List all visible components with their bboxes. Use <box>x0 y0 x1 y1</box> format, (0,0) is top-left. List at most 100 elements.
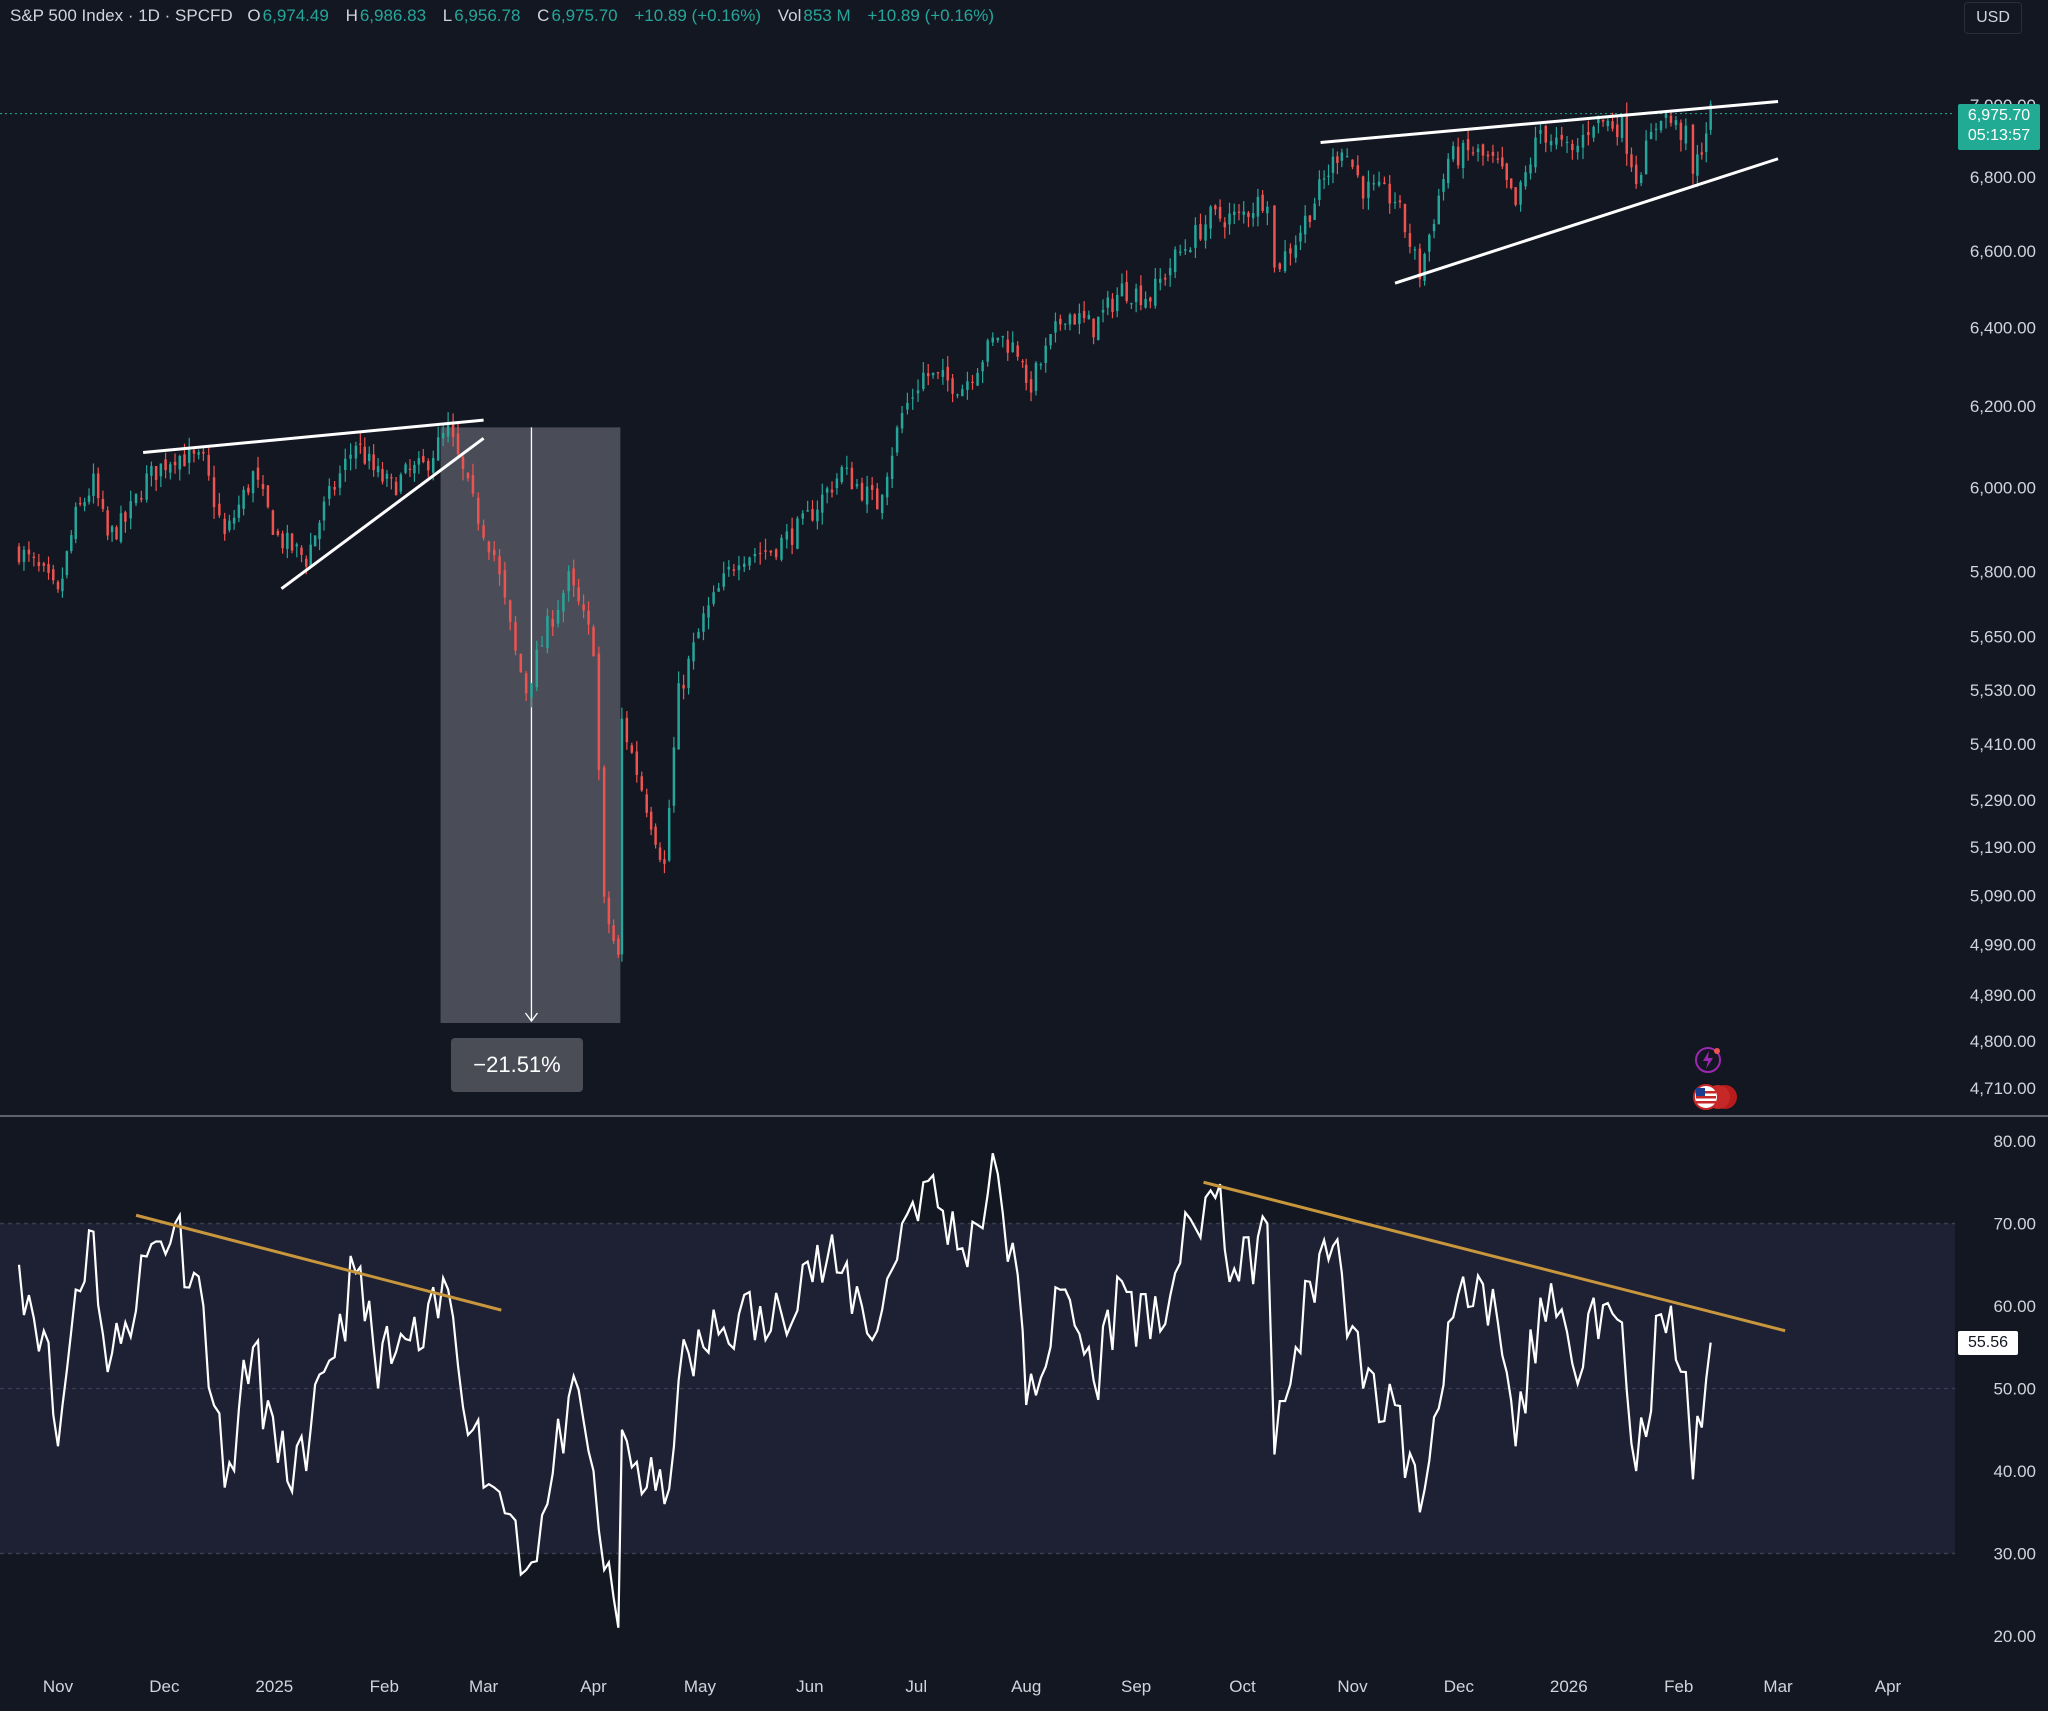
candle <box>1705 122 1708 163</box>
candle-body <box>790 528 794 545</box>
candle <box>1383 176 1386 185</box>
candle-body <box>1496 158 1500 160</box>
candle-body <box>876 488 879 510</box>
candle <box>404 462 407 475</box>
legend-close-label: C <box>537 6 550 25</box>
candle-body <box>197 452 200 455</box>
candle <box>1256 188 1260 227</box>
us-flag-icon[interactable] <box>1691 1082 1739 1112</box>
candle <box>806 500 809 512</box>
legend-vol-change: +10.89 (+0.16%) <box>867 6 995 25</box>
candle-body <box>1451 146 1455 160</box>
candle-body <box>276 530 280 536</box>
candle <box>1393 192 1397 209</box>
rsi-line <box>17 1153 1712 1628</box>
candle <box>1313 197 1316 221</box>
legend-symbol[interactable]: S&P 500 Index · 1D · SPCFD <box>10 6 233 25</box>
candle <box>617 935 620 958</box>
candle <box>1237 204 1241 221</box>
candle <box>1024 358 1028 391</box>
candle-body <box>1501 157 1504 167</box>
candle <box>1111 293 1114 319</box>
candle-body <box>1356 165 1360 176</box>
candle-body <box>758 552 762 555</box>
candle <box>441 423 445 447</box>
candle-body <box>164 459 167 471</box>
candle <box>1501 146 1504 170</box>
candle <box>1616 115 1619 146</box>
candle <box>577 578 580 606</box>
candle <box>976 368 979 387</box>
candle-body <box>318 522 321 540</box>
candle-body <box>390 477 393 479</box>
candle <box>692 632 695 670</box>
candle <box>1078 303 1081 335</box>
candle-body <box>672 747 676 806</box>
time-axis-tick: Nov <box>1337 1677 1368 1696</box>
candle <box>1054 312 1057 343</box>
candle-body <box>441 432 445 439</box>
candle <box>1299 225 1302 251</box>
candle-body <box>865 486 869 505</box>
candle <box>587 601 590 635</box>
candle <box>1428 233 1431 262</box>
candle <box>717 582 720 592</box>
rsi-axis-tick: 50.00 <box>1993 1380 2036 1399</box>
candle-body <box>381 468 384 482</box>
candle-body <box>1461 142 1465 168</box>
candle <box>173 453 177 474</box>
candle <box>1446 153 1450 189</box>
lightning-icon[interactable] <box>1693 1045 1723 1075</box>
candle <box>1336 151 1339 175</box>
candle <box>1356 155 1360 178</box>
candle <box>780 534 783 562</box>
candle-body <box>145 473 148 500</box>
candle-body <box>1644 140 1648 175</box>
candle <box>682 674 685 700</box>
candle-body <box>1446 158 1450 184</box>
currency-button[interactable]: USD <box>1964 2 2022 34</box>
candle-body <box>845 467 849 469</box>
candle-body <box>1237 211 1241 213</box>
candle <box>101 490 105 512</box>
candle <box>1571 139 1574 160</box>
candle-body <box>487 541 491 553</box>
time-axis-tick: Jun <box>796 1677 823 1696</box>
candle <box>1283 240 1287 274</box>
candle <box>300 545 303 563</box>
candle-body <box>780 537 783 560</box>
candle <box>1189 247 1192 253</box>
candle <box>1674 115 1678 130</box>
candle-body <box>1437 195 1441 225</box>
candle <box>1544 124 1548 153</box>
price-axis-tick: 5,410.00 <box>1970 735 2036 754</box>
candle <box>1082 301 1086 323</box>
candle-body <box>192 450 196 454</box>
candle-body <box>461 457 465 470</box>
candle <box>228 514 231 533</box>
candle <box>1029 371 1033 402</box>
candle-body <box>625 717 629 743</box>
candle-body <box>129 501 132 519</box>
candle <box>192 447 196 463</box>
candle-body <box>617 938 620 955</box>
candle-body <box>922 372 925 390</box>
candle <box>212 465 216 519</box>
legend-close-value: 6,975.70 <box>551 6 618 25</box>
candle-body <box>187 449 191 463</box>
candle-body <box>524 673 528 694</box>
candle-body <box>732 569 736 571</box>
candle <box>1059 314 1062 331</box>
candle-body <box>1684 125 1688 144</box>
candle-body <box>508 600 512 622</box>
candle <box>1524 165 1527 190</box>
candle-body <box>202 451 205 454</box>
candle-body <box>1398 200 1402 203</box>
candle <box>801 510 805 525</box>
candle <box>1154 267 1157 309</box>
candle-body <box>1571 143 1574 151</box>
candle <box>620 707 624 962</box>
candle-body <box>140 498 143 500</box>
candle <box>1068 312 1072 331</box>
